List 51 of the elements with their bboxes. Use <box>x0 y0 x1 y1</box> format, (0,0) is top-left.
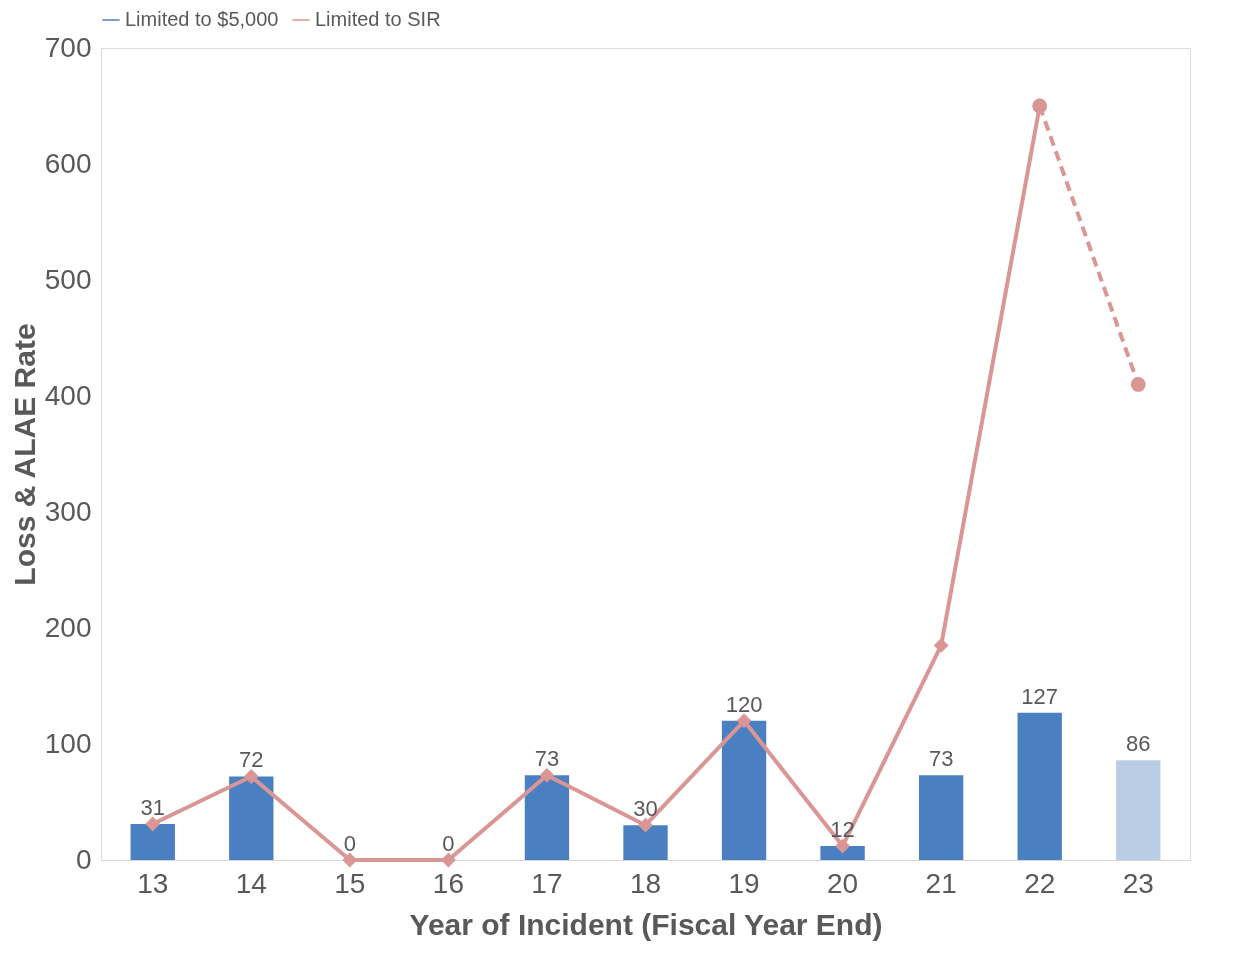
y-tick-label: 600 <box>44 147 92 179</box>
y-tick-label: 500 <box>44 263 92 295</box>
bar <box>1116 760 1161 860</box>
point <box>835 838 851 854</box>
point <box>736 713 752 729</box>
data-label: 31 <box>140 795 165 821</box>
x-axis-title: Year of Incident (Fiscal Year End) <box>409 907 883 941</box>
data-label: 30 <box>633 796 658 822</box>
bar <box>229 776 274 860</box>
bar <box>524 775 570 860</box>
point <box>145 816 161 832</box>
data-label: 73 <box>928 746 954 772</box>
data-label: 0 <box>343 831 356 856</box>
point <box>1032 98 1048 114</box>
x-tick-label: 20 <box>827 867 859 899</box>
point <box>539 767 555 783</box>
point <box>243 769 259 784</box>
x-tick-label: 18 <box>629 867 662 899</box>
legend-label: Limited to SIR <box>315 8 441 30</box>
data-label: 86 <box>1126 731 1151 757</box>
bar <box>1017 712 1062 860</box>
bar <box>918 775 964 860</box>
x-tick-label: 22 <box>1024 867 1056 899</box>
x-tick-label: 16 <box>432 867 464 899</box>
data-label: 0 <box>442 831 455 856</box>
bar <box>130 824 175 860</box>
y-axis-title: Loss & ALAE Rate <box>7 323 41 586</box>
bar <box>820 846 865 860</box>
x-tick-label: 19 <box>728 867 760 899</box>
data-label: 73 <box>534 746 560 772</box>
data-label: 120 <box>725 691 763 717</box>
point <box>638 817 653 833</box>
x-tick-label: 13 <box>137 867 169 899</box>
x-tick-label: 23 <box>1122 867 1154 899</box>
y-tick-label: 300 <box>44 495 92 527</box>
y-tick-label: 200 <box>44 611 92 643</box>
bar <box>623 825 668 860</box>
data-label: 127 <box>1021 683 1059 709</box>
data-label: 72 <box>239 747 264 773</box>
x-tick-label: 15 <box>334 867 366 899</box>
x-tick-label: 17 <box>531 867 563 899</box>
y-tick-label: 400 <box>44 379 92 411</box>
y-tick-label: 0 <box>75 843 92 875</box>
bar <box>721 720 767 860</box>
x-tick-label: 14 <box>235 867 267 899</box>
legend-label: Limited to $5,000 <box>125 8 279 30</box>
point <box>933 637 949 653</box>
y-tick-label: 700 <box>44 31 92 63</box>
y-tick-label: 100 <box>44 727 92 759</box>
x-tick-label: 21 <box>925 867 957 899</box>
point <box>1130 377 1146 392</box>
